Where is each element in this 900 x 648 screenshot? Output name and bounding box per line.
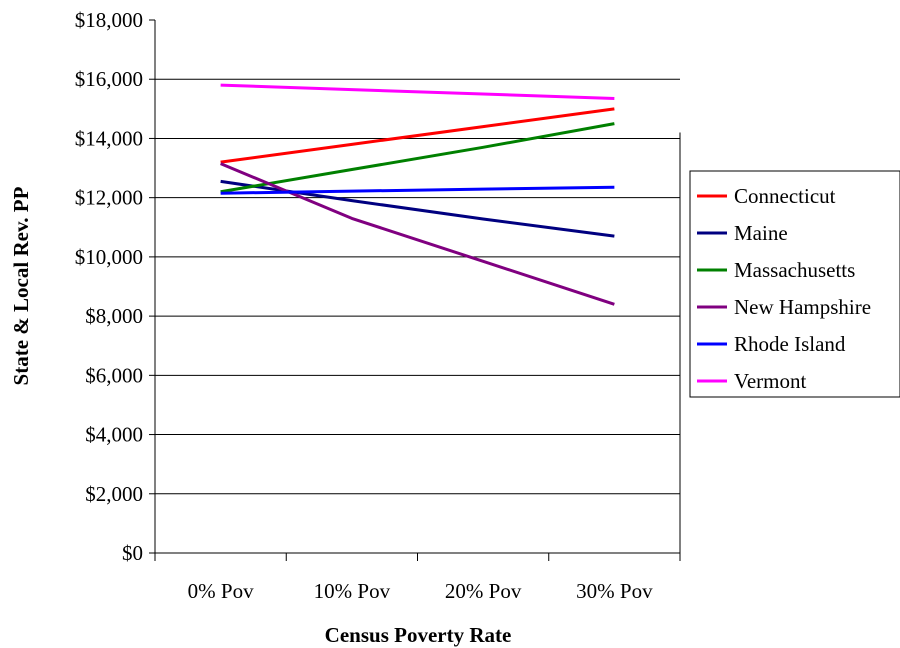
legend-label: New Hampshire xyxy=(734,295,871,319)
legend-label: Vermont xyxy=(734,369,806,393)
series-line xyxy=(220,83,615,100)
series-lines xyxy=(220,83,615,306)
y-tick-label: $6,000 xyxy=(85,363,143,387)
y-axis-title: State & Local Rev. PP xyxy=(9,186,33,385)
series-line xyxy=(220,185,615,195)
legend: Connecticut Maine Massachusetts New Hampshi… xyxy=(689,170,900,398)
y-tick-label: $18,000 xyxy=(75,8,143,32)
y-tick-label: $4,000 xyxy=(85,423,143,447)
series-line xyxy=(220,162,615,306)
y-tick-label: $14,000 xyxy=(75,126,143,150)
series-line xyxy=(220,107,615,164)
x-tick-label: 0% Pov xyxy=(188,579,254,603)
series-line xyxy=(220,122,615,194)
legend-label: Maine xyxy=(734,221,788,245)
y-tick-label: $2,000 xyxy=(85,482,143,506)
x-tick-label: 20% Pov xyxy=(445,579,522,603)
gridlines xyxy=(149,19,681,561)
legend-label: Connecticut xyxy=(734,184,836,208)
legend-label: Rhode Island xyxy=(734,332,846,356)
x-tick-labels: 0% Pov 10% Pov 20% Pov 30% Pov xyxy=(188,579,653,603)
legend-label: Massachusetts xyxy=(734,258,855,282)
axes xyxy=(154,20,681,554)
y-tick-label: $10,000 xyxy=(75,245,143,269)
y-tick-label: $0 xyxy=(122,541,143,565)
y-tick-labels: $0 $2,000 $4,000 $6,000 $8,000 $10,000 $12,000… xyxy=(75,8,143,565)
y-tick-label: $8,000 xyxy=(85,304,143,328)
y-tick-label: $16,000 xyxy=(75,67,143,91)
legend-box xyxy=(689,170,900,398)
y-tick-label: $12,000 xyxy=(75,186,143,210)
x-tick-label: 30% Pov xyxy=(576,579,653,603)
x-tick-label: 10% Pov xyxy=(314,579,391,603)
x-axis-title: Census Poverty Rate xyxy=(325,623,512,647)
